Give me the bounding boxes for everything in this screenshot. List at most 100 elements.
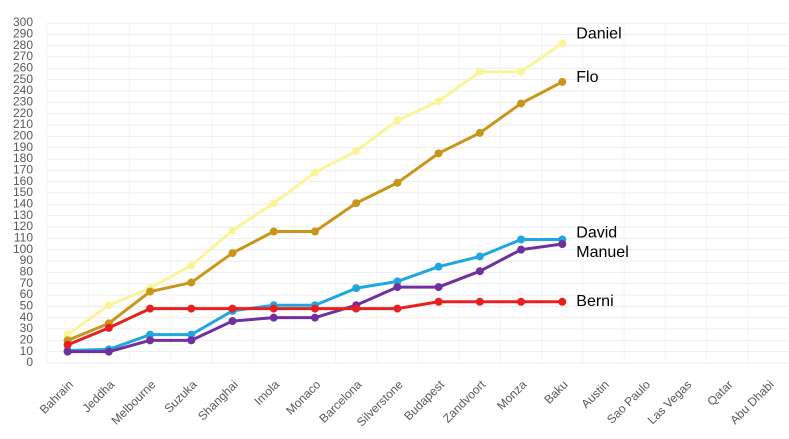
point bbox=[269, 304, 278, 313]
point bbox=[475, 128, 484, 137]
y-tick-label: 20 bbox=[20, 333, 34, 347]
y-tick-label: 280 bbox=[13, 38, 33, 52]
x-tick-label: Shanghai bbox=[195, 377, 241, 423]
y-tick-label: 220 bbox=[13, 106, 33, 120]
y-tick-label: 10 bbox=[20, 344, 34, 358]
series-label: Daniel bbox=[576, 26, 621, 43]
point bbox=[475, 67, 484, 76]
y-tick-label: 140 bbox=[13, 197, 33, 211]
point bbox=[146, 330, 155, 339]
y-tick-label: 170 bbox=[13, 163, 33, 177]
point bbox=[517, 99, 526, 108]
x-tick-label: Monaco bbox=[283, 377, 323, 417]
point bbox=[475, 252, 484, 261]
point bbox=[393, 116, 402, 125]
point bbox=[310, 304, 319, 313]
x-tick-label: Baku bbox=[541, 377, 570, 406]
y-tick-label: 40 bbox=[20, 310, 34, 324]
y-tick-label: 250 bbox=[13, 72, 33, 86]
point bbox=[187, 304, 196, 313]
y-tick-label: 200 bbox=[13, 129, 33, 143]
point bbox=[352, 199, 361, 208]
point bbox=[146, 287, 155, 296]
point bbox=[393, 178, 402, 187]
y-tick-label: 150 bbox=[13, 185, 33, 199]
point bbox=[269, 199, 278, 208]
point bbox=[434, 149, 443, 158]
point bbox=[187, 330, 196, 339]
y-tick-label: 160 bbox=[13, 174, 33, 188]
y-tick-label: 50 bbox=[20, 299, 34, 313]
point bbox=[146, 304, 155, 313]
y-tick-label: 230 bbox=[13, 95, 33, 109]
point bbox=[269, 313, 278, 322]
point bbox=[187, 261, 196, 270]
point bbox=[393, 277, 402, 286]
point bbox=[228, 226, 237, 235]
y-tick-label: 290 bbox=[13, 27, 33, 41]
point bbox=[558, 39, 567, 48]
point bbox=[146, 336, 155, 345]
point bbox=[310, 227, 319, 236]
point bbox=[517, 245, 526, 254]
x-tick-label: Bahrain bbox=[37, 377, 76, 416]
point bbox=[352, 147, 361, 156]
point bbox=[104, 301, 113, 310]
y-tick-label: 110 bbox=[14, 231, 33, 245]
point bbox=[434, 97, 443, 106]
point bbox=[269, 227, 278, 236]
point bbox=[434, 262, 443, 271]
point bbox=[475, 267, 484, 276]
y-tick-label: 240 bbox=[13, 83, 33, 97]
point bbox=[104, 323, 113, 332]
x-tick-label: Zandvoort bbox=[440, 377, 489, 426]
point bbox=[187, 336, 196, 345]
point bbox=[352, 304, 361, 313]
point bbox=[517, 235, 526, 244]
point bbox=[558, 240, 567, 248]
x-tick-label: Abu Dhabi bbox=[727, 377, 777, 427]
y-tick-label: 120 bbox=[13, 219, 33, 233]
x-tick-label: Imola bbox=[251, 377, 282, 408]
series-line bbox=[66, 42, 564, 336]
point bbox=[310, 313, 319, 322]
y-tick-label: 80 bbox=[20, 265, 34, 279]
x-tick-label: Suzuka bbox=[161, 377, 199, 415]
y-tick-label: 190 bbox=[13, 140, 33, 154]
point bbox=[187, 278, 196, 287]
y-tick-label: 90 bbox=[20, 253, 34, 267]
y-tick-label: 260 bbox=[13, 61, 33, 75]
y-tick-label: 300 bbox=[13, 15, 33, 29]
point bbox=[393, 283, 402, 292]
y-tick-label: 210 bbox=[13, 117, 33, 131]
x-tick-label: Austin bbox=[578, 377, 611, 410]
point bbox=[517, 297, 526, 306]
point bbox=[104, 347, 113, 356]
y-tick-label: 70 bbox=[20, 276, 34, 290]
y-tick-label: 180 bbox=[13, 151, 33, 165]
point bbox=[228, 304, 237, 313]
point bbox=[63, 347, 72, 356]
x-tick-label: Jeddha bbox=[79, 377, 117, 415]
point bbox=[517, 67, 526, 76]
point bbox=[63, 340, 72, 349]
point bbox=[228, 249, 237, 258]
point bbox=[310, 168, 319, 177]
point bbox=[434, 297, 443, 306]
point bbox=[558, 297, 567, 306]
y-tick-label: 270 bbox=[13, 49, 33, 63]
point bbox=[475, 297, 484, 306]
y-tick-label: 0 bbox=[26, 355, 33, 369]
y-tick-label: 130 bbox=[13, 208, 33, 222]
y-tick-label: 100 bbox=[13, 242, 33, 256]
series-label: David bbox=[576, 225, 617, 242]
series-label: Flo bbox=[576, 69, 598, 86]
y-tick-label: 30 bbox=[20, 321, 34, 335]
point bbox=[63, 330, 72, 339]
y-tick-label: 60 bbox=[20, 287, 34, 301]
x-tick-label: Melbourne bbox=[108, 377, 158, 427]
point bbox=[352, 284, 361, 293]
point bbox=[434, 283, 443, 292]
x-tick-label: Las Vegas bbox=[645, 377, 695, 427]
